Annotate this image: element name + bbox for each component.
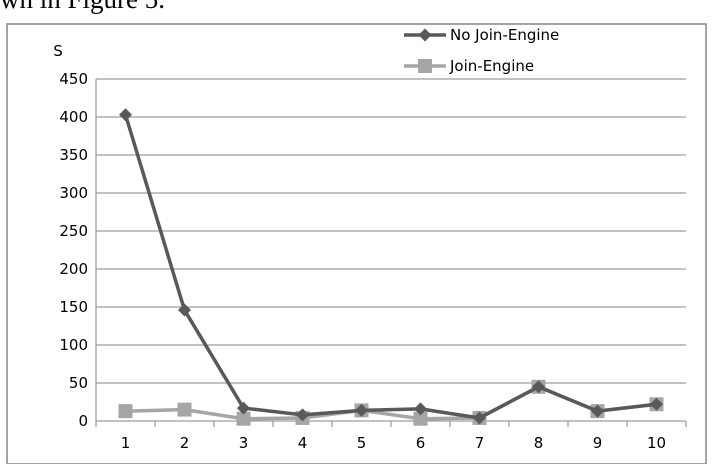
series-line [123,114,657,420]
data-point [413,411,428,426]
data-point [650,397,663,411]
data-point [414,402,427,416]
y-axis-label: S [53,42,63,60]
data-point [119,108,132,122]
data-point [532,380,545,394]
series-group [118,108,664,426]
y-tick-label: 100 [59,336,88,354]
x-tick-label: 7 [475,434,485,452]
data-point [355,403,368,417]
chart-border [6,23,707,464]
y-tick-label: 50 [69,374,88,392]
y-tick-label: 450 [59,70,88,88]
x-tick-labels: 1 2 3 4 5 6 7 8 9 10 [121,434,666,452]
y-tick-label: 350 [59,146,88,164]
data-point [236,411,251,426]
legend-label: No Join-Engine [450,26,559,44]
data-point [473,411,486,425]
legend-item-1: Join-Engine [404,57,534,75]
series-0 [119,108,663,425]
x-tick-label: 5 [357,434,367,452]
legend: No Join-Engine Join-Engine [404,26,559,75]
legend-marker [418,28,432,42]
x-tick-label: 2 [180,434,190,452]
y-tick-label: 150 [59,298,88,316]
y-tick-label: 200 [59,260,88,278]
legend-item-0: No Join-Engine [404,26,559,44]
x-tick-label: 4 [298,434,308,452]
x-tick-label: 10 [647,434,666,452]
data-point [178,303,191,317]
x-tick-label: 3 [239,434,249,452]
data-point [591,404,604,418]
y-tick-label: 300 [59,184,88,202]
x-tick-label: 6 [416,434,426,452]
data-point [118,404,133,419]
x-tick-label: 1 [121,434,131,452]
axes [95,79,687,427]
y-tick-label: 0 [78,412,88,430]
x-tick-label: 8 [534,434,544,452]
y-tick-labels: 0 50 100 150 200 250 300 350 400 450 [59,70,88,430]
grid-lines [96,78,686,384]
legend-label: Join-Engine [449,57,534,75]
caption-fragment: wn in Figure 5. [0,0,165,14]
data-point [177,402,192,417]
data-point [237,401,250,415]
y-tick-label: 400 [59,108,88,126]
x-tick-label: 9 [593,434,603,452]
data-point [296,408,309,422]
y-tick-label: 250 [59,222,88,240]
legend-marker [418,59,432,73]
